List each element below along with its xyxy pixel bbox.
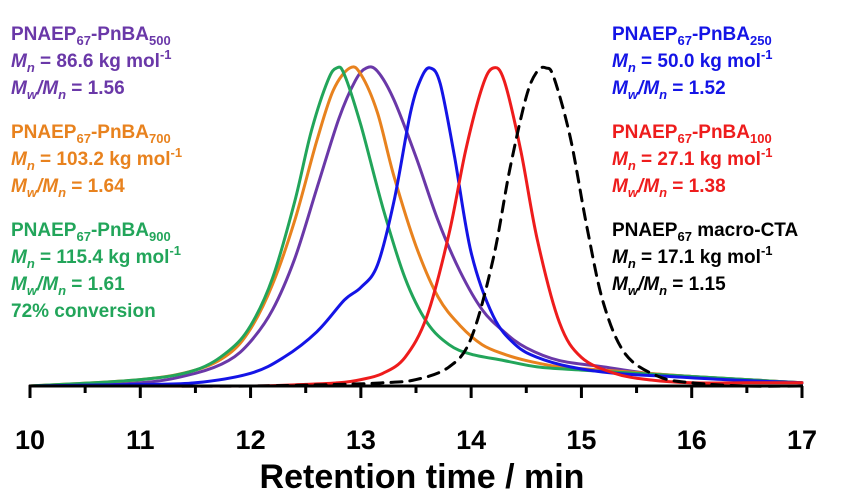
x-tick-label: 15 xyxy=(566,425,596,455)
annotation-mn: Mn = 50.0 kg mol-1 xyxy=(612,47,773,75)
annotation-dispersity: Mw/Mn = 1.56 xyxy=(11,78,125,102)
x-tick-label: 14 xyxy=(456,425,486,455)
annotation-dispersity: Mw/Mn = 1.15 xyxy=(612,274,726,298)
x-tick-label: 10 xyxy=(15,425,45,455)
annotation-name: PNAEP67-PnBA700 xyxy=(11,122,171,146)
curves-group xyxy=(28,65,804,388)
x-tick-label: 11 xyxy=(126,425,155,455)
series-line-6 xyxy=(28,65,804,388)
annotation-dispersity: Mw/Mn = 1.61 xyxy=(11,274,125,298)
annotation-dispersity: Mw/Mn = 1.64 xyxy=(11,176,125,200)
annotation-mn: Mn = 86.6 kg mol-1 xyxy=(11,47,172,75)
annotation-mn: Mn = 115.4 kg mol-1 xyxy=(11,243,181,271)
annotation-conversion: 72% conversion xyxy=(11,301,156,322)
annotation-name: PNAEP67-PnBA500 xyxy=(11,24,171,48)
x-tick-label: 17 xyxy=(787,425,817,455)
x-tick-label: 16 xyxy=(677,425,707,455)
annotation-dispersity: Mw/Mn = 1.38 xyxy=(612,176,726,200)
x-ticks: 10 11 12 13 14 15 16 17 xyxy=(15,386,817,455)
x-axis-label: Retention time / min xyxy=(260,458,585,496)
x-tick-label: 12 xyxy=(236,425,266,455)
series-line-1 xyxy=(28,65,804,388)
annotation-mn: Mn = 103.2 kg mol-1 xyxy=(11,145,182,173)
annotation-mn: Mn = 27.1 kg mol-1 xyxy=(612,145,773,173)
annotation-name: PNAEP67 macro-CTA xyxy=(612,220,798,244)
annotation-name: PNAEP67-PnBA100 xyxy=(612,122,772,146)
annotation-name: PNAEP67-PnBA900 xyxy=(11,220,171,244)
annotation-name: PNAEP67-PnBA250 xyxy=(612,24,772,48)
annotation-mn: Mn = 17.1 kg mol-1 xyxy=(612,243,773,271)
x-tick-label: 13 xyxy=(346,425,376,455)
annotation-dispersity: Mw/Mn = 1.52 xyxy=(612,78,726,102)
x-axis: 10 11 12 13 14 15 16 17 xyxy=(15,384,817,455)
series-line-4 xyxy=(28,66,804,388)
